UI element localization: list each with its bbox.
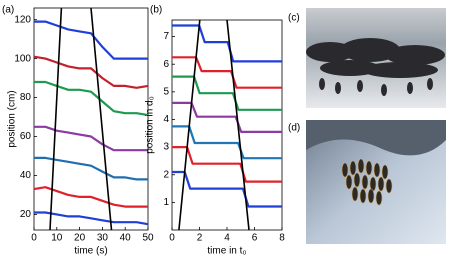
x-tick-label: 8 — [279, 233, 285, 244]
x-tick-label: 20 — [74, 233, 86, 244]
series-line — [34, 80, 149, 117]
x-tick-label: 10 — [51, 233, 63, 244]
y-axis-label: position in d₀ — [145, 96, 156, 154]
y-tick-label: 2 — [163, 169, 169, 180]
y-tick-label: 120 — [14, 14, 31, 25]
photo-label: (d) — [288, 123, 300, 134]
series-line — [172, 75, 282, 111]
series-line — [172, 24, 282, 63]
photo-label: (c) — [288, 13, 300, 24]
series-line — [178, 19, 201, 231]
series-line — [172, 146, 282, 183]
y-axis-label: position (cm) — [7, 90, 18, 147]
y-tick-label: 6 — [163, 59, 169, 70]
y-tick-label: 3 — [163, 142, 169, 153]
series-line — [226, 19, 250, 231]
panel-label: (b) — [150, 5, 162, 16]
series-line — [33, 186, 148, 208]
y-tick-label: 80 — [20, 92, 32, 103]
series-line — [34, 20, 148, 60]
y-tick-label: 7 — [163, 31, 169, 42]
series-line — [34, 211, 149, 226]
y-tick-label: 20 — [20, 209, 32, 220]
series-line — [33, 55, 149, 89]
x-tick-label: 4 — [224, 233, 230, 244]
x-tick-label: 30 — [97, 233, 109, 244]
x-axis-label: time in t₀ — [207, 246, 246, 257]
panel-label: (a) — [2, 5, 14, 16]
x-tick-label: 2 — [197, 233, 203, 244]
x-axis-label: time (s) — [74, 246, 107, 257]
plot-frame — [171, 19, 283, 231]
series-line — [34, 156, 148, 181]
x-tick-label: 50 — [142, 233, 154, 244]
x-tick-label: 6 — [252, 233, 258, 244]
ice-shadow — [306, 120, 446, 156]
series-line — [172, 125, 282, 160]
photo-c — [306, 8, 446, 108]
x-tick-label: 0 — [31, 233, 37, 244]
x-tick-label: 0 — [169, 233, 175, 244]
series-line — [49, 7, 63, 231]
y-tick-label: 1 — [163, 197, 169, 208]
series-line — [34, 125, 148, 152]
y-tick-label: 4 — [163, 114, 169, 125]
y-tick-label: 40 — [20, 170, 32, 181]
series-line — [172, 101, 282, 133]
series-line — [172, 170, 282, 208]
x-tick-label: 40 — [120, 233, 132, 244]
penguin-crowd — [306, 38, 445, 96]
penguin-huddle — [341, 158, 393, 206]
y-tick-label: 100 — [14, 53, 31, 64]
y-tick-label: 60 — [20, 131, 32, 142]
series-line — [172, 56, 282, 89]
photo-d — [306, 120, 446, 244]
y-tick-label: 5 — [163, 86, 169, 97]
series-line — [90, 7, 113, 231]
